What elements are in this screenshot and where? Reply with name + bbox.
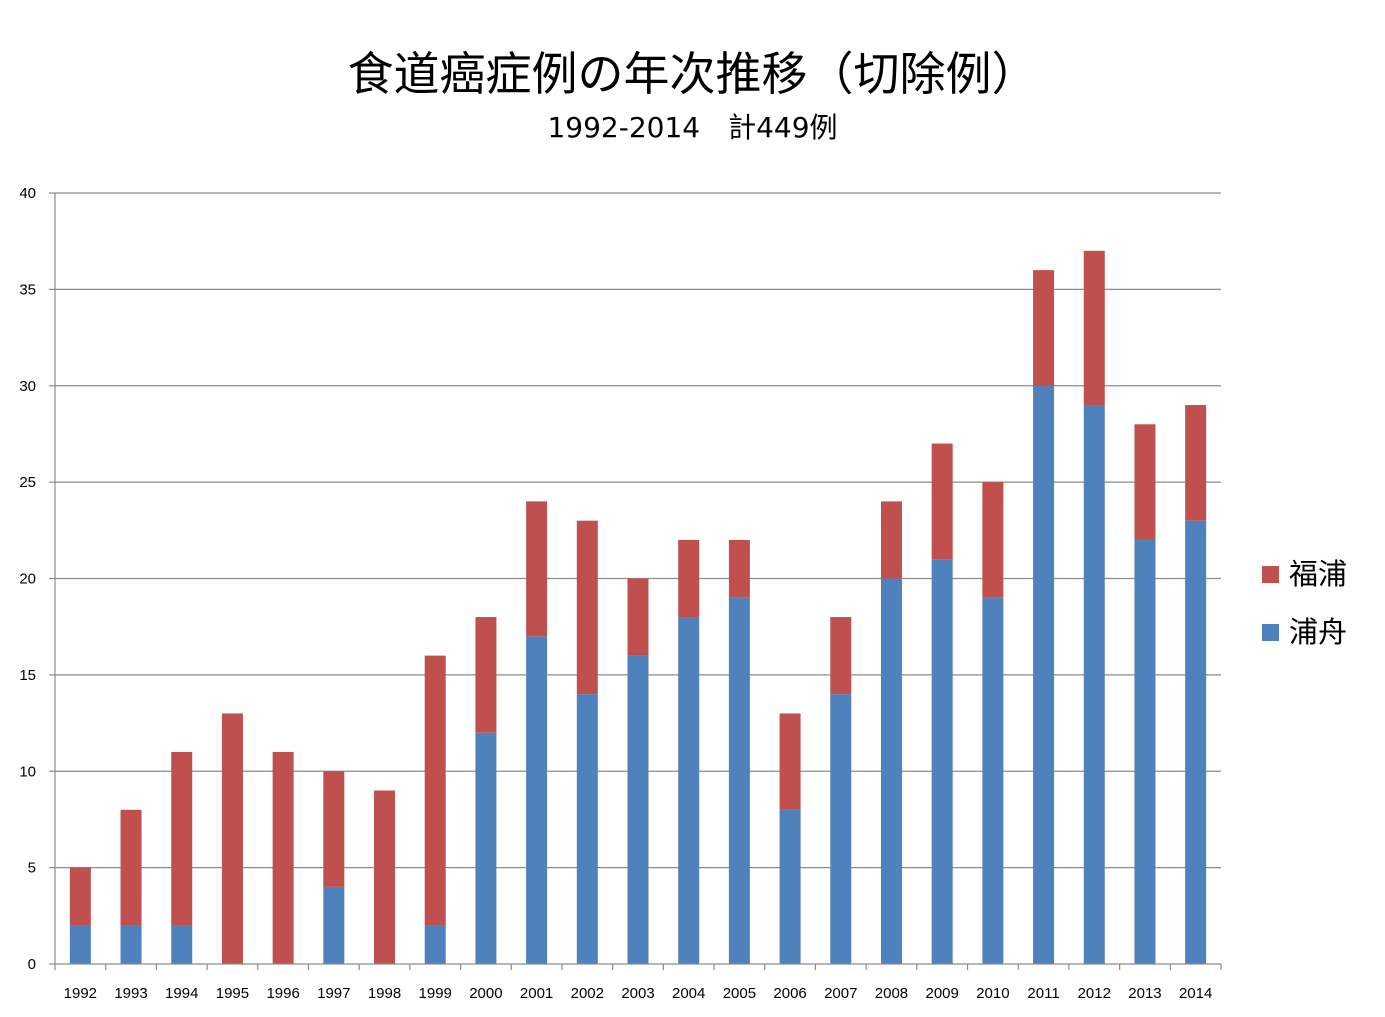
x-tick-label-2003: 2003: [621, 985, 654, 1002]
bars: [69, 250, 1207, 964]
bar-1999-series-0: [424, 925, 446, 964]
x-tick-label-2002: 2002: [571, 985, 604, 1002]
x-tick-label-2001: 2001: [520, 985, 553, 1002]
x-tick-label-1993: 1993: [114, 985, 147, 1002]
bar-2010-series-1: [982, 482, 1004, 598]
x-tick-label-2011: 2011: [1027, 985, 1059, 1002]
x-tick-label-1995: 1995: [216, 985, 249, 1002]
legend-item-fukuura: 福浦: [1262, 545, 1347, 603]
bar-2007-series-0: [830, 694, 852, 964]
bar-2011-series-1: [1033, 270, 1055, 386]
bar-2014-series-1: [1185, 405, 1207, 521]
bar-1996-series-1: [272, 751, 294, 964]
x-tick-label-2006: 2006: [773, 985, 806, 1002]
y-tick-label-30: 30: [19, 378, 36, 395]
x-tick-label-1997: 1997: [317, 985, 350, 1002]
bar-2001-series-0: [526, 636, 548, 964]
bar-2014-series-0: [1185, 520, 1207, 964]
x-tick-label-1999: 1999: [419, 985, 452, 1002]
x-tick-label-2000: 2000: [469, 985, 502, 1002]
x-tick-label-1992: 1992: [64, 985, 97, 1002]
bar-1992-series-1: [69, 867, 91, 926]
bar-2012-series-0: [1083, 405, 1105, 964]
y-tick-label-20: 20: [19, 571, 36, 588]
x-tick-label-2008: 2008: [875, 985, 908, 1002]
bar-2000-series-0: [475, 732, 497, 964]
bar-2008-series-0: [880, 578, 902, 964]
bar-2003-series-1: [627, 578, 649, 656]
bar-2002-series-1: [576, 520, 598, 695]
bar-2009-series-1: [931, 443, 953, 560]
bar-2004-series-1: [678, 539, 700, 618]
y-tick-label-10: 10: [19, 763, 36, 780]
bar-2012-series-1: [1083, 250, 1105, 406]
x-tick-label-2004: 2004: [672, 985, 705, 1002]
bar-2005-series-0: [728, 597, 750, 964]
x-tick-label-1994: 1994: [165, 985, 198, 1002]
bar-1994-series-0: [171, 925, 193, 964]
bar-2006-series-1: [779, 713, 801, 810]
bar-2010-series-0: [982, 597, 1004, 964]
x-tick-label-2005: 2005: [723, 985, 756, 1002]
legend-swatch-fukuura: [1262, 565, 1279, 583]
x-tick-label-2009: 2009: [925, 985, 958, 1002]
y-tick-label-0: 0: [28, 956, 36, 973]
legend-swatch-urafune: [1262, 623, 1279, 641]
bar-1993-series-1: [120, 809, 142, 926]
y-tick-label-40: 40: [19, 185, 36, 202]
bar-2006-series-0: [779, 809, 801, 964]
x-tick-label-2007: 2007: [824, 985, 857, 1002]
bar-1994-series-1: [171, 751, 193, 926]
x-tick-label-2014: 2014: [1179, 985, 1212, 1002]
bar-1999-series-1: [424, 655, 446, 926]
bar-1998-series-1: [374, 790, 396, 964]
bar-2011-series-0: [1033, 385, 1055, 964]
bar-2013-series-0: [1134, 539, 1156, 964]
y-tick-label-35: 35: [19, 281, 36, 298]
bar-2004-series-0: [678, 617, 700, 964]
legend-label-fukuura: 福浦: [1289, 557, 1348, 591]
bar-2005-series-1: [728, 539, 750, 598]
x-tick-label-1998: 1998: [368, 985, 401, 1002]
x-tick-label-2012: 2012: [1078, 985, 1111, 1002]
legend-label-urafune: 浦舟: [1289, 615, 1348, 649]
bar-2000-series-1: [475, 617, 497, 733]
y-tick-label-25: 25: [19, 474, 36, 491]
bar-2008-series-1: [880, 501, 902, 579]
x-axis-ticks: 1992 1993 1994 1995 1996 1997 1998 1999 2000 2001…: [54, 964, 1222, 1002]
bar-2001-series-1: [526, 501, 548, 637]
y-tick-label-15: 15: [19, 667, 36, 684]
legend: 福浦 浦舟: [1262, 545, 1347, 661]
bar-2013-series-1: [1134, 424, 1156, 540]
x-tick-label-2010: 2010: [976, 985, 1009, 1002]
x-tick-label-1996: 1996: [266, 985, 299, 1002]
legend-item-urafune: 浦舟: [1262, 603, 1347, 661]
chart-title: 食道癌症例の年次推移（切除例）: [347, 47, 1038, 101]
bar-2003-series-0: [627, 655, 649, 964]
bar-1997-series-1: [323, 771, 345, 887]
bar-2009-series-0: [931, 559, 953, 964]
chart-subtitle: 1992-2014 計449例: [547, 111, 838, 144]
bar-2002-series-0: [576, 694, 598, 964]
bar-1997-series-0: [323, 886, 345, 964]
bar-2007-series-1: [830, 617, 852, 695]
x-tick-label-2013: 2013: [1128, 985, 1161, 1002]
y-tick-label-5: 5: [28, 860, 36, 877]
y-axis-ticks: 0 5 10 15 20 25 30 35 40: [19, 185, 55, 973]
bar-1995-series-1: [221, 713, 243, 964]
bar-1993-series-0: [120, 925, 142, 964]
bar-1992-series-0: [69, 925, 91, 964]
